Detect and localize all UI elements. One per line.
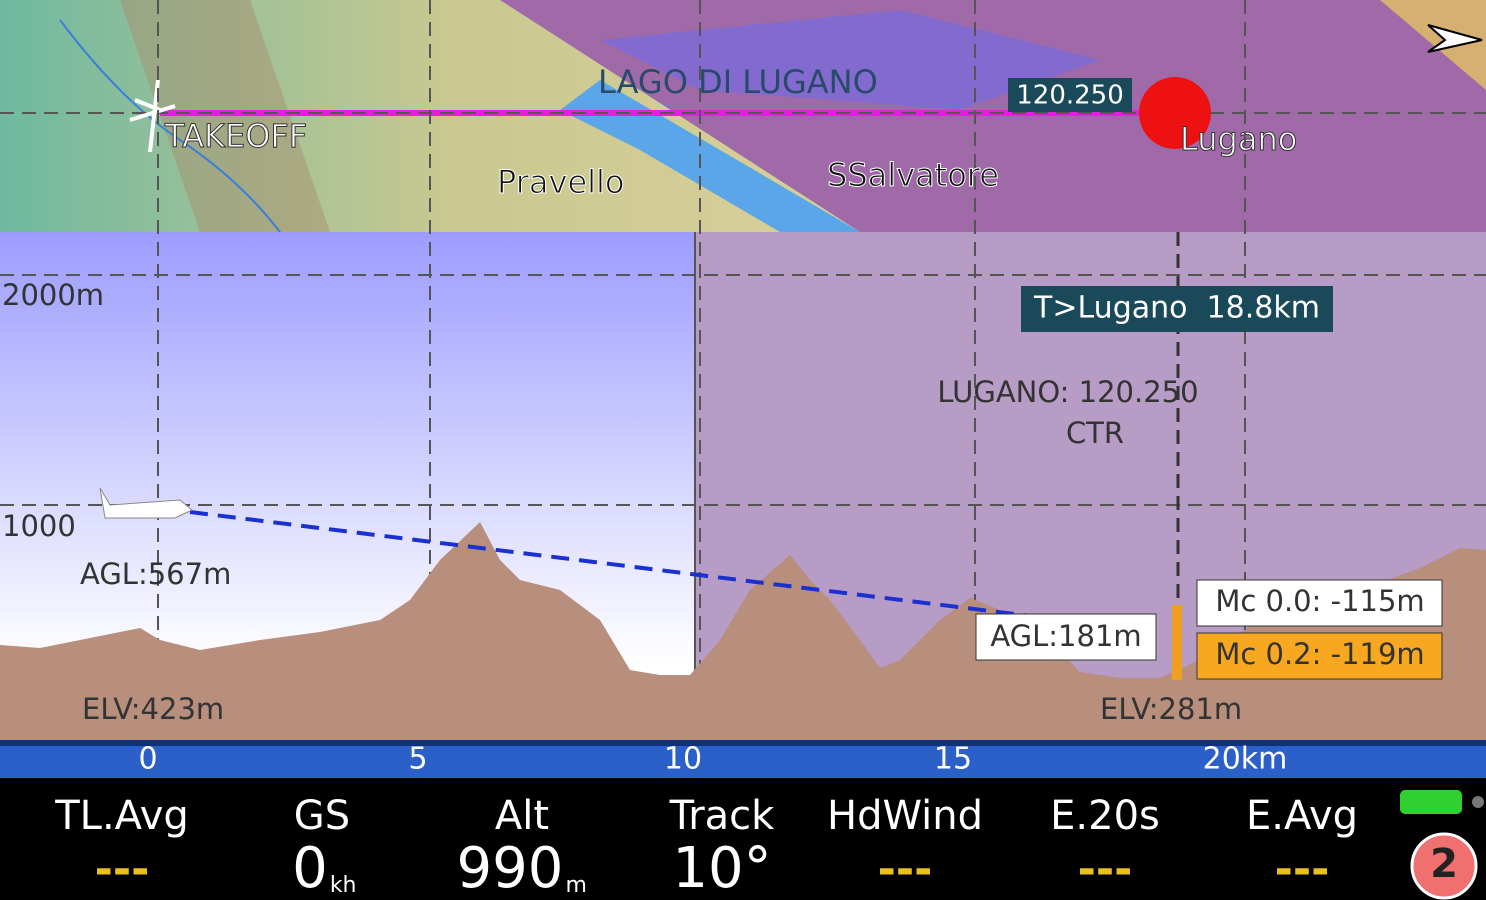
- elv-end: ELV:281m: [1100, 692, 1242, 726]
- mc-box: [1196, 579, 1443, 627]
- info-value: 0: [292, 836, 328, 900]
- river: [59, 19, 281, 233]
- info-label: E.20s: [1050, 793, 1160, 839]
- x-axis-bar: [0, 740, 1486, 778]
- alt-label: 1000: [2, 509, 76, 543]
- x-tick-label: 15: [934, 742, 972, 777]
- takeoff-label: TAKEOFF: [164, 117, 307, 155]
- glide-path: [189, 510, 1161, 634]
- agl-end: AGL:181m: [990, 619, 1141, 653]
- freq-box: [1008, 78, 1132, 112]
- elv-start: ELV:423m: [82, 692, 224, 726]
- info-label: E.Avg: [1246, 793, 1358, 839]
- destination-label: Lugano: [1180, 120, 1297, 158]
- x-axis-edge: [0, 740, 1486, 746]
- agl-start: AGL:567m: [80, 557, 231, 591]
- info-unit: kh: [330, 873, 357, 898]
- peak-label: Pravello: [497, 163, 624, 201]
- info-value: 990: [457, 836, 564, 900]
- mc-label: Mc 0.0: -115m: [1215, 584, 1424, 618]
- glider-icon: [99, 487, 193, 519]
- mc-bar: [1172, 605, 1182, 680]
- info-value: ---: [1078, 844, 1133, 895]
- info-label: HdWind: [827, 793, 983, 839]
- destination-marker: [1139, 77, 1211, 149]
- terrain-profile: [0, 522, 1486, 740]
- agl-box: [975, 613, 1157, 661]
- info-value: ---: [1275, 844, 1330, 895]
- infobar: [0, 778, 1486, 900]
- info-value: ---: [95, 844, 150, 895]
- info-unit: m: [565, 873, 586, 898]
- info-label: GS: [294, 793, 350, 839]
- mc-box: [1196, 632, 1443, 680]
- badge: [1410, 832, 1478, 900]
- x-tick-label: 0: [138, 742, 157, 777]
- x-tick-label: 10: [664, 742, 702, 777]
- airspace-name: LUGANO: 120.250: [937, 375, 1198, 409]
- info-label: Alt: [495, 793, 549, 839]
- info-label: Track: [669, 793, 776, 839]
- info-label: TL.Avg: [54, 793, 189, 839]
- peak-label: SSalvatore: [827, 156, 999, 194]
- lake: [560, 80, 860, 232]
- info-value: ---: [878, 844, 933, 895]
- battery-tip: [1472, 796, 1484, 808]
- battery: [1400, 790, 1462, 814]
- info-value: 10°: [672, 836, 771, 900]
- x-tick-label: 5: [408, 742, 427, 777]
- target-label: T>Lugano 18.8km: [1033, 291, 1320, 326]
- x-tick-label: 20km: [1203, 742, 1288, 777]
- north-arrow: [1427, 24, 1483, 53]
- target-box: [1021, 286, 1333, 332]
- takeoff-icon: [129, 79, 176, 153]
- badge-text: 2: [1430, 841, 1458, 887]
- lake-label: LAGO DI LUGANO: [598, 63, 878, 101]
- frequency: 120.250: [1016, 81, 1124, 111]
- alt-label: 2000m: [2, 278, 104, 312]
- airspace-class: CTR: [1066, 416, 1124, 450]
- terrain-ne: [1380, 0, 1486, 90]
- mc-label: Mc 0.2: -119m: [1215, 637, 1424, 671]
